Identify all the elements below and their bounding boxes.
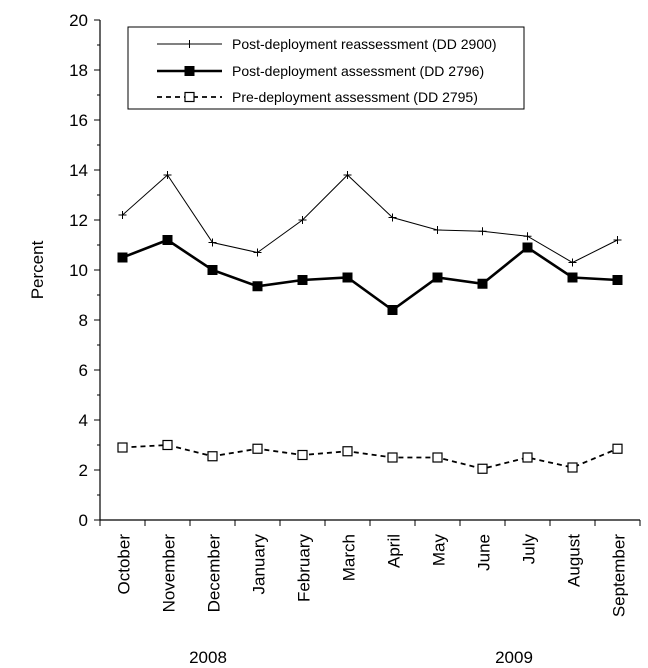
category-label: December bbox=[205, 534, 224, 613]
category-label: May bbox=[430, 534, 449, 567]
category-label: November bbox=[160, 534, 179, 613]
data-point-open-square bbox=[477, 463, 488, 474]
category-label: April bbox=[385, 534, 404, 568]
legend: Post-deployment reassessment (DD 2900) Po… bbox=[127, 26, 525, 110]
data-point-filled-square bbox=[477, 278, 488, 289]
y-tick-label: 12 bbox=[69, 211, 88, 230]
data-point-filled-square bbox=[612, 275, 623, 285]
series-line-2 bbox=[117, 235, 623, 315]
data-point-open-square bbox=[184, 91, 195, 103]
data-point-filled-square bbox=[432, 272, 443, 283]
series-line-3 bbox=[117, 439, 623, 474]
y-tick-label: 0 bbox=[79, 511, 88, 530]
y-tick-label: 18 bbox=[69, 61, 88, 80]
data-point-plus bbox=[433, 226, 442, 234]
y-axis-title: Percent bbox=[28, 240, 47, 299]
category-label: August bbox=[565, 534, 584, 587]
data-point-open-square bbox=[117, 442, 128, 453]
data-point-filled-square bbox=[522, 242, 533, 253]
y-tick-label: 10 bbox=[69, 261, 88, 280]
data-point-plus bbox=[523, 232, 532, 241]
x-axis-ticks bbox=[99, 520, 641, 526]
data-point-plus bbox=[298, 216, 307, 224]
series-layer bbox=[117, 171, 623, 474]
series-line-1 bbox=[118, 171, 622, 267]
legend-label: Post-deployment reassessment (DD 2900) bbox=[232, 36, 497, 52]
series-path bbox=[122, 238, 618, 312]
data-point-plus bbox=[613, 236, 622, 244]
data-point-plus bbox=[118, 211, 127, 219]
data-point-plus bbox=[163, 171, 172, 179]
series-path bbox=[122, 444, 618, 470]
year-labels: 2008 2009 bbox=[189, 648, 533, 667]
category-label: January bbox=[250, 534, 269, 595]
data-point-filled-square bbox=[252, 281, 263, 292]
data-point-plus bbox=[185, 40, 194, 48]
category-label: February bbox=[295, 534, 314, 603]
y-tick-label: 2 bbox=[79, 461, 88, 480]
data-point-open-square bbox=[342, 446, 353, 457]
data-point-open-square bbox=[297, 449, 308, 461]
data-point-plus bbox=[253, 248, 262, 257]
data-point-open-square bbox=[252, 443, 263, 454]
data-point-open-square bbox=[432, 452, 443, 463]
data-point-filled-square bbox=[387, 305, 398, 315]
category-label: September bbox=[610, 534, 629, 617]
series-path bbox=[122, 174, 618, 264]
y-tick-label: 20 bbox=[69, 11, 88, 30]
data-point-filled-square bbox=[342, 272, 353, 283]
y-tick-label: 8 bbox=[79, 311, 88, 330]
y-axis-ticks: 0 2 4 6 8 10 12 14 16 18 20 bbox=[69, 11, 100, 530]
data-point-open-square bbox=[567, 462, 578, 473]
data-point-plus bbox=[568, 258, 577, 267]
legend-label: Pre-deployment assessment (DD 2795) bbox=[232, 89, 478, 105]
category-label: October bbox=[115, 534, 134, 595]
data-point-plus bbox=[208, 238, 217, 247]
data-point-open-square bbox=[522, 452, 533, 463]
data-point-open-square bbox=[207, 451, 218, 462]
data-point-open-square bbox=[612, 443, 623, 454]
data-point-filled-square bbox=[207, 265, 218, 275]
year-label: 2009 bbox=[495, 648, 533, 667]
category-label: March bbox=[340, 534, 359, 581]
y-tick-label: 14 bbox=[69, 161, 88, 180]
data-point-filled-square bbox=[117, 252, 128, 263]
data-point-filled-square bbox=[567, 272, 578, 283]
data-point-plus bbox=[388, 213, 397, 222]
data-point-filled-square bbox=[162, 235, 173, 245]
y-tick-label: 4 bbox=[79, 411, 88, 430]
category-labels: October November December January February Ma… bbox=[115, 534, 629, 618]
year-label: 2008 bbox=[189, 648, 227, 667]
y-tick-label: 16 bbox=[69, 111, 88, 130]
legend-label: Post-deployment assessment (DD 2796) bbox=[232, 63, 484, 79]
data-point-open-square bbox=[162, 439, 173, 451]
category-label: July bbox=[520, 534, 539, 565]
data-point-plus bbox=[478, 227, 487, 236]
data-point-open-square bbox=[387, 452, 398, 463]
data-point-filled-square bbox=[184, 66, 195, 76]
category-label: June bbox=[475, 534, 494, 571]
data-point-plus bbox=[343, 171, 352, 179]
y-tick-label: 6 bbox=[79, 361, 88, 380]
data-point-filled-square bbox=[297, 275, 308, 285]
